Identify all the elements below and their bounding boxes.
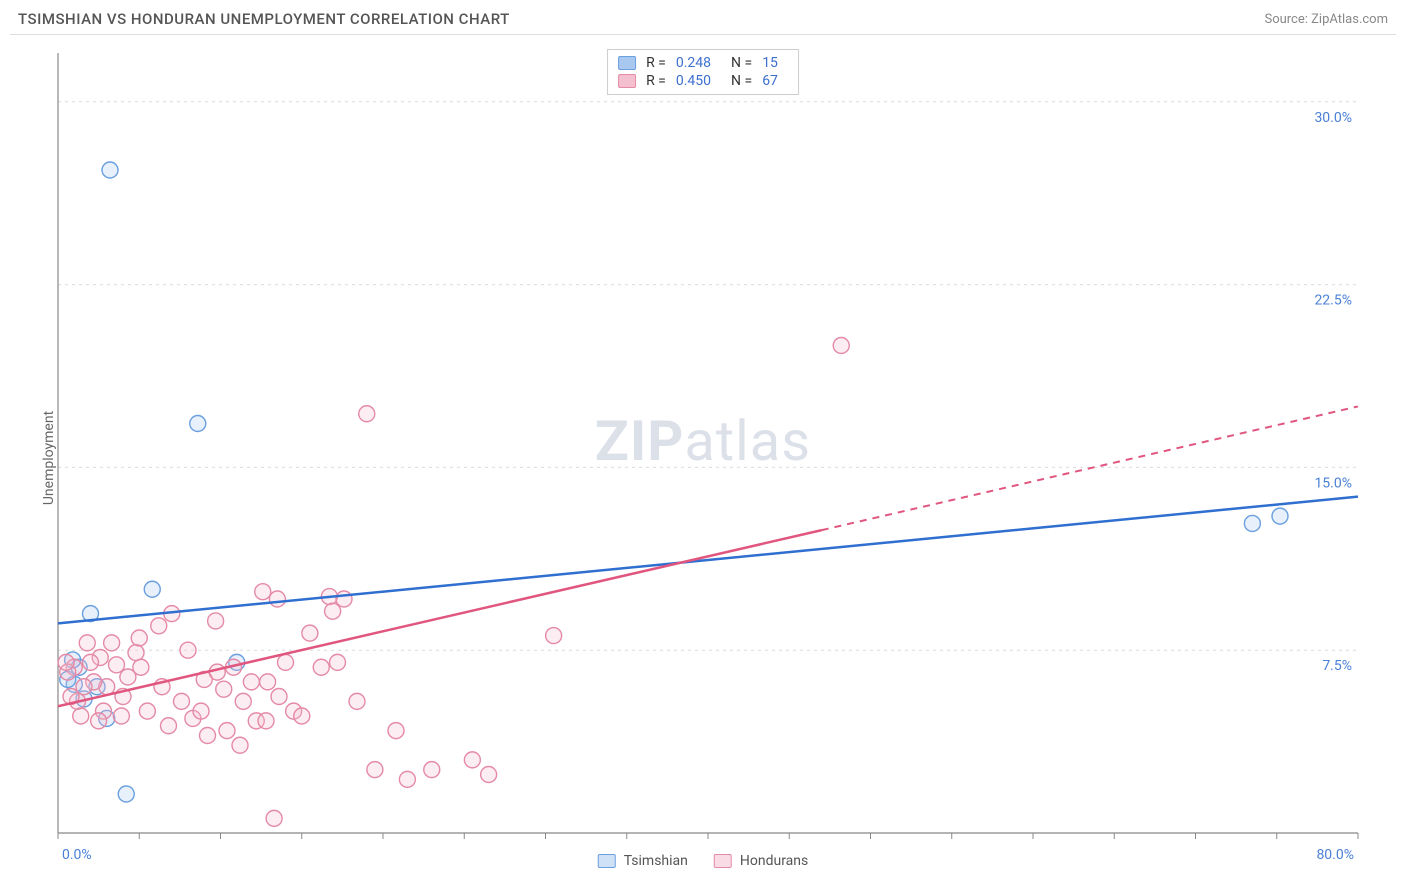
legend-value: 67: [762, 73, 778, 89]
svg-text:15.0%: 15.0%: [1314, 475, 1352, 491]
y-axis-label: Unemployment: [41, 411, 57, 505]
svg-text:80.0%: 80.0%: [1316, 847, 1354, 863]
legend-label: Tsimshian: [624, 853, 688, 869]
legend-swatch: [714, 854, 732, 868]
legend-value: 0.248: [676, 55, 711, 71]
source-label: Source: ZipAtlas.com: [1264, 12, 1388, 27]
legend-item: Hondurans: [714, 853, 808, 869]
svg-text:0.0%: 0.0%: [62, 847, 92, 863]
svg-text:30.0%: 30.0%: [1314, 110, 1352, 126]
chart-container: Unemployment 7.5% 15.0% 22.5% 30.0% 0.0% 80.0…: [10, 43, 1396, 873]
svg-text:22.5%: 22.5%: [1314, 293, 1352, 309]
legend-label: R =: [646, 73, 666, 89]
legend-value: 15: [762, 55, 778, 71]
legend-item: Tsimshian: [598, 853, 688, 869]
legend-label: N =: [731, 55, 752, 71]
legend-row: R = 0.248 N = 15: [618, 54, 788, 72]
correlation-legend: R = 0.248 N = 15 R = 0.450 N = 67: [607, 49, 799, 95]
legend-swatch: [618, 74, 636, 88]
legend-row: R = 0.450 N = 67: [618, 72, 788, 90]
page-title: TSIMSHIAN VS HONDURAN UNEMPLOYMENT CORRE…: [18, 10, 510, 28]
legend-label: R =: [646, 55, 666, 71]
series-legend: Tsimshian Hondurans: [598, 853, 809, 869]
divider: [10, 34, 1396, 35]
legend-label: Hondurans: [740, 853, 808, 869]
legend-value: 0.450: [676, 73, 711, 89]
header: TSIMSHIAN VS HONDURAN UNEMPLOYMENT CORRE…: [0, 0, 1406, 34]
legend-label: N =: [731, 73, 752, 89]
legend-swatch: [618, 56, 636, 70]
svg-text:7.5%: 7.5%: [1322, 658, 1352, 674]
scatter-chart: 7.5% 15.0% 22.5% 30.0% 0.0% 80.0%: [10, 43, 1396, 873]
legend-swatch: [598, 854, 616, 868]
